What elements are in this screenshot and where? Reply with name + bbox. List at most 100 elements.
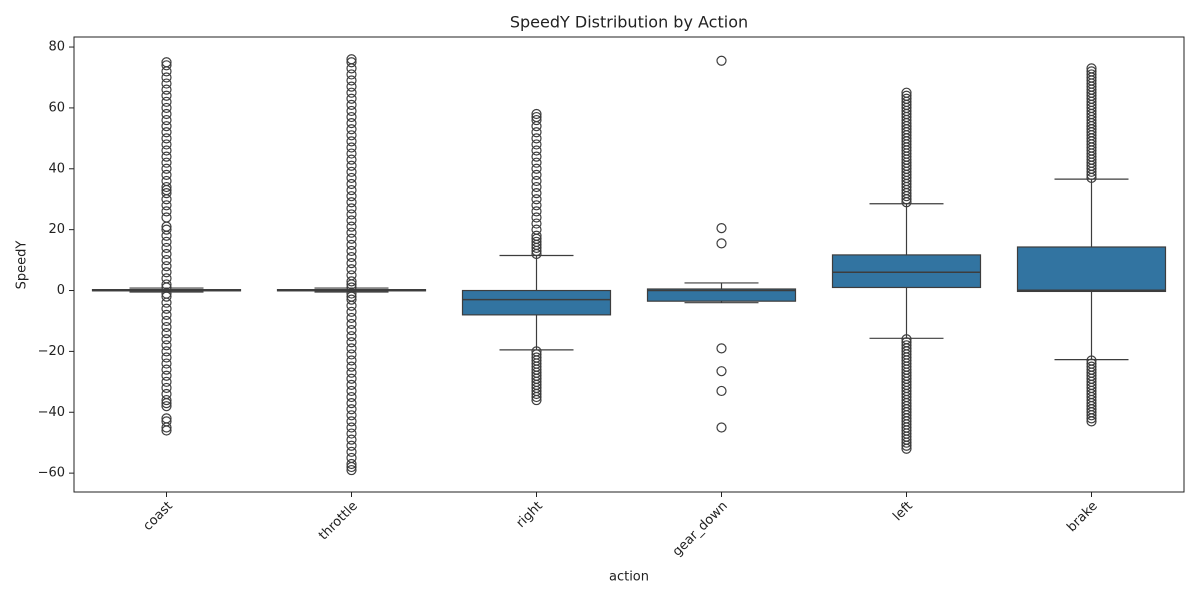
x-tick-label: coast <box>140 499 175 534</box>
outlier <box>161 328 172 339</box>
outlier <box>1086 358 1097 369</box>
outlier <box>346 410 357 421</box>
outlier <box>346 57 357 68</box>
outlier <box>161 108 172 120</box>
outlier <box>531 206 542 217</box>
outlier <box>346 215 357 226</box>
outlier <box>346 111 357 123</box>
outlier <box>346 312 357 324</box>
outlier <box>346 318 357 330</box>
outlier <box>531 218 542 229</box>
outlier <box>901 337 912 348</box>
outlier <box>161 364 172 375</box>
outlier <box>346 209 357 220</box>
outlier <box>716 385 727 397</box>
outlier <box>161 90 172 101</box>
outlier <box>901 93 912 104</box>
y-tick-label: −60 <box>38 466 65 481</box>
outlier <box>531 236 542 247</box>
box <box>461 289 612 316</box>
outlier <box>346 245 357 257</box>
outlier <box>716 55 727 66</box>
outlier <box>161 133 172 144</box>
outlier <box>716 223 727 234</box>
outlier <box>1086 69 1097 80</box>
outlier <box>531 157 542 168</box>
box <box>831 254 982 289</box>
outlier <box>346 130 357 141</box>
outlier <box>346 118 357 129</box>
outlier <box>346 276 357 287</box>
outlier <box>346 391 357 403</box>
outlier <box>716 422 727 433</box>
outlier <box>531 163 542 174</box>
outlier <box>346 324 357 336</box>
outlier <box>531 127 542 138</box>
y-tick-label: 0 <box>57 283 65 298</box>
outlier <box>531 352 542 363</box>
outlier <box>346 416 357 427</box>
outlier <box>346 221 357 232</box>
outlier <box>346 446 357 457</box>
outlier <box>346 105 357 117</box>
outlier <box>161 175 172 187</box>
outlier <box>346 136 357 147</box>
outlier <box>531 200 542 211</box>
outlier <box>161 334 172 345</box>
outlier <box>161 163 172 174</box>
outlier <box>716 366 727 377</box>
outlier <box>346 233 357 244</box>
outlier <box>161 303 172 314</box>
x-tick-label: throttle <box>316 499 361 544</box>
outlier <box>346 404 357 415</box>
outlier <box>346 398 357 409</box>
outlier <box>1086 66 1097 77</box>
outlier <box>346 203 357 214</box>
x-tick-label: brake <box>1064 499 1101 536</box>
outlier <box>161 78 172 89</box>
outlier <box>161 206 172 217</box>
outlier <box>346 251 357 263</box>
outlier <box>346 440 357 451</box>
outlier <box>531 114 542 126</box>
outlier <box>531 212 542 223</box>
outlier <box>346 160 357 171</box>
outlier <box>901 90 912 101</box>
y-tick-label: −40 <box>38 405 65 420</box>
outlier <box>346 422 357 433</box>
outlier <box>161 248 172 260</box>
outlier <box>161 254 172 266</box>
outlier <box>161 315 172 327</box>
outlier <box>161 57 172 68</box>
outlier <box>716 238 727 249</box>
outlier <box>161 127 172 138</box>
outlier <box>161 358 172 369</box>
outlier <box>901 87 912 98</box>
outlier <box>1086 355 1097 366</box>
outlier <box>346 172 357 184</box>
y-tick-label: −20 <box>38 344 65 359</box>
outlier <box>161 224 172 235</box>
outlier <box>346 379 357 390</box>
outlier <box>346 197 357 208</box>
outlier <box>161 60 172 71</box>
outlier <box>531 346 542 357</box>
outlier <box>161 321 172 333</box>
outlier <box>346 191 357 202</box>
outlier <box>161 200 172 211</box>
y-tick-label: 20 <box>48 222 65 237</box>
outlier <box>346 428 357 439</box>
outlier <box>346 166 357 177</box>
outlier <box>346 361 357 372</box>
outlier <box>346 294 357 305</box>
outlier <box>161 416 172 427</box>
outlier <box>346 464 357 476</box>
outlier <box>531 181 542 193</box>
outlier <box>531 175 542 187</box>
outlier <box>346 385 357 397</box>
outlier <box>1086 361 1097 372</box>
outlier <box>161 413 172 424</box>
outlier <box>1086 63 1097 74</box>
outlier <box>346 81 357 92</box>
